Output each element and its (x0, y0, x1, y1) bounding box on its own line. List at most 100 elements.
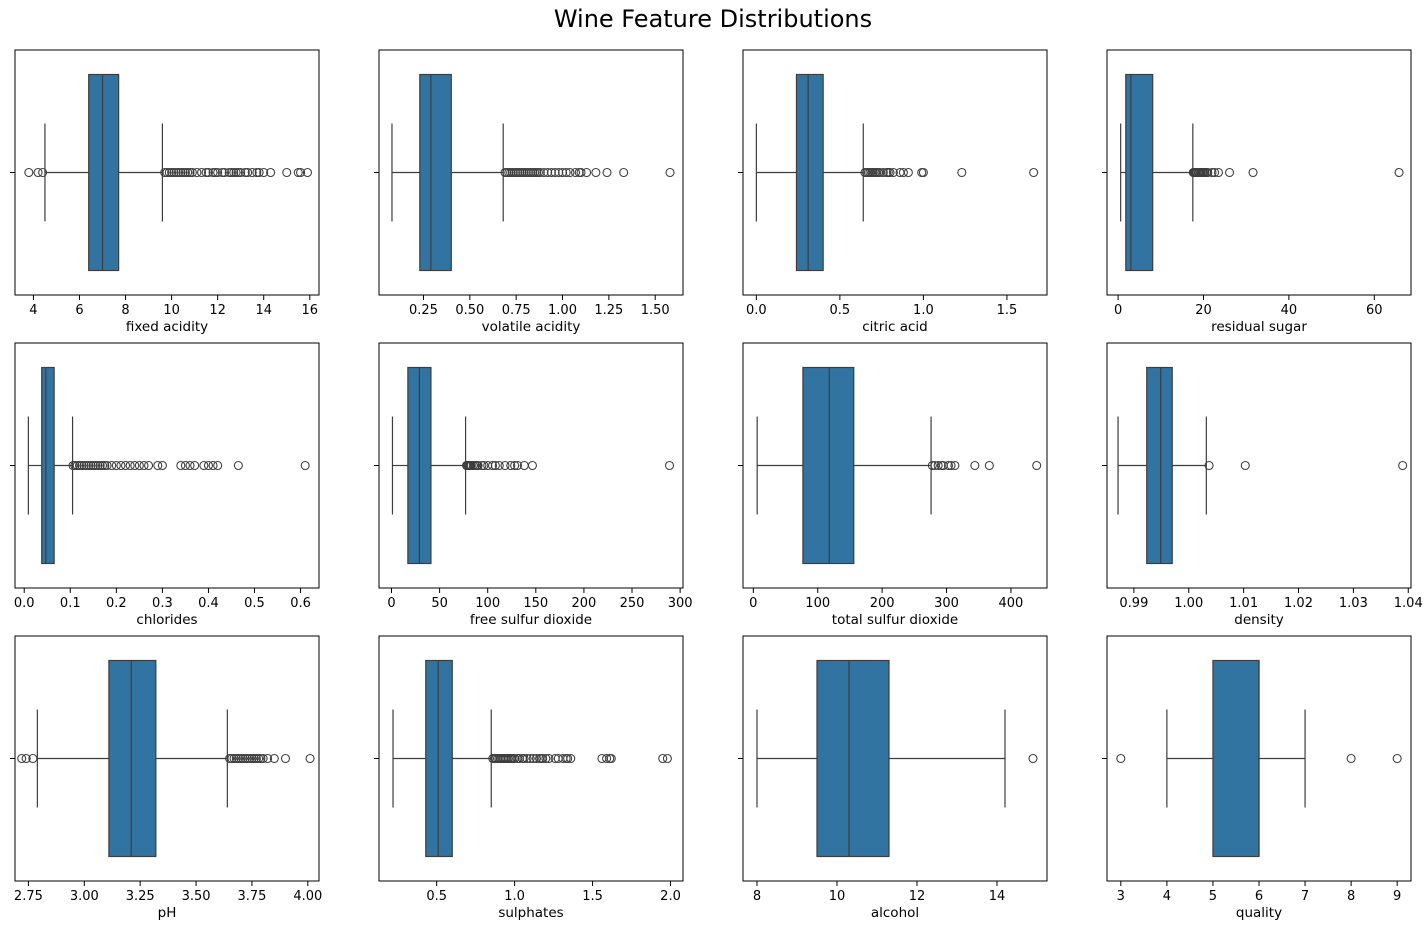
outlier-point (24, 167, 34, 178)
x-tick-label: 3.75 (237, 889, 266, 904)
outlier-point (1203, 167, 1213, 178)
x-tick-label: 0.4 (198, 596, 219, 611)
outlier-point (506, 460, 516, 471)
outlier-point (252, 167, 262, 178)
x-tick-label: 0 (387, 596, 395, 611)
x-tick-label: 300 (934, 596, 959, 611)
box-plot-panel: 8 10 12 14 alcohol (738, 635, 1048, 921)
outlier-point (167, 167, 177, 178)
x-tick-label: 1.25 (594, 303, 623, 318)
x-tick-label: 3.50 (182, 889, 211, 904)
box-plot-panel: 4 6 8 10 12 14 16 fixed acidity (10, 49, 320, 335)
iqr-box (88, 73, 120, 272)
outlier-point (541, 753, 551, 764)
x-tick-label: 3 (1117, 889, 1125, 904)
x-tick-label: 150 (523, 596, 548, 611)
x-tick-label: 6 (75, 303, 83, 318)
outlier-point (254, 167, 264, 178)
outlier-point (208, 167, 218, 178)
outlier-point (164, 167, 174, 178)
outlier-point (494, 460, 504, 471)
x-tick-label: 16 (302, 303, 319, 318)
outlier-point (245, 753, 255, 764)
box-plot-panel: 0.99 1.00 1.01 1.02 1.03 1.04 density (1102, 342, 1423, 628)
outlier-point (100, 460, 110, 471)
x-axis-label: quality (1236, 905, 1282, 921)
outlier-point (243, 167, 253, 178)
outlier-point (1398, 460, 1408, 471)
x-tick-label: 50 (431, 596, 448, 611)
outlier-point (544, 753, 554, 764)
outlier-point (1248, 167, 1258, 178)
outlier-point (171, 167, 181, 178)
box-plot-panel: 0 100 200 300 400 total sulfur dioxide (738, 342, 1048, 628)
outlier-point (144, 460, 154, 471)
outlier-point (88, 460, 98, 471)
x-tick-label: 3.25 (126, 889, 155, 904)
outlier-point (95, 460, 105, 471)
x-tick-label: 3.00 (70, 889, 99, 904)
x-tick-label: 250 (620, 596, 645, 611)
outlier-point (927, 460, 937, 471)
outlier-point (72, 460, 82, 471)
outlier-point (305, 753, 315, 764)
x-tick-label: 1.5 (582, 889, 603, 904)
outlier-point (70, 460, 80, 471)
outlier-point (107, 460, 117, 471)
outlier-point (247, 167, 257, 178)
x-tick-label: 14 (989, 889, 1006, 904)
x-tick-label: 40 (1281, 303, 1298, 318)
outlier-point (213, 167, 223, 178)
iqr-box (419, 73, 452, 272)
outlier-point (229, 753, 239, 764)
x-tick-label: 12 (209, 303, 226, 318)
outlier-point (557, 167, 568, 178)
outlier-point (157, 460, 167, 471)
x-tick-label: 200 (870, 596, 895, 611)
x-tick-label: 6 (1255, 889, 1263, 904)
x-tick-label: 1.03 (1339, 596, 1368, 611)
box-plot-panel: 0.0 0.1 0.2 0.3 0.4 0.5 0.6 chlorides (10, 342, 320, 628)
outlier-point (225, 753, 235, 764)
outlier-point (224, 167, 234, 178)
x-axis-label: sulphates (498, 905, 563, 921)
outlier-point (120, 460, 131, 471)
outlier-point (236, 167, 246, 178)
x-tick-label: 0.6 (290, 596, 311, 611)
outlier-point (300, 460, 310, 471)
box-plot-panel: 2.75 3.00 3.25 3.50 3.75 4.00 pH (10, 635, 322, 921)
outlier-point (664, 460, 675, 471)
outlier-point (79, 460, 89, 471)
outlier-point (658, 753, 668, 764)
outlier-point (1224, 167, 1235, 178)
outlier-point (185, 167, 195, 178)
outlier-point (885, 167, 895, 178)
outlier-point (1392, 753, 1402, 764)
x-tick-label: 0.0 (14, 596, 35, 611)
x-tick-label: 0.3 (152, 596, 173, 611)
iqr-box (1125, 73, 1154, 272)
x-tick-label: 0.2 (106, 596, 127, 611)
outlier-point (160, 167, 170, 178)
iqr-box (108, 659, 157, 858)
outlier-point (665, 167, 675, 178)
x-tick-label: 0.5 (830, 303, 851, 318)
outlier-point (591, 167, 601, 178)
outlier-point (479, 460, 489, 471)
outlier-point (957, 167, 967, 178)
outlier-point (269, 753, 279, 764)
outlier-point (227, 753, 237, 764)
outlier-point (233, 167, 243, 178)
outlier-point (619, 167, 629, 178)
outlier-point (33, 167, 43, 178)
outlier-point (263, 753, 273, 764)
outlier-point (576, 167, 586, 178)
outlier-point (970, 460, 980, 471)
outlier-point (535, 167, 545, 178)
x-tick-label: 0.0 (746, 303, 767, 318)
outlier-point (102, 460, 112, 471)
outlier-point (918, 167, 928, 178)
outlier-point (566, 753, 576, 764)
figure-title: Wine Feature Distributions (553, 5, 873, 33)
iqr-box (795, 73, 824, 272)
